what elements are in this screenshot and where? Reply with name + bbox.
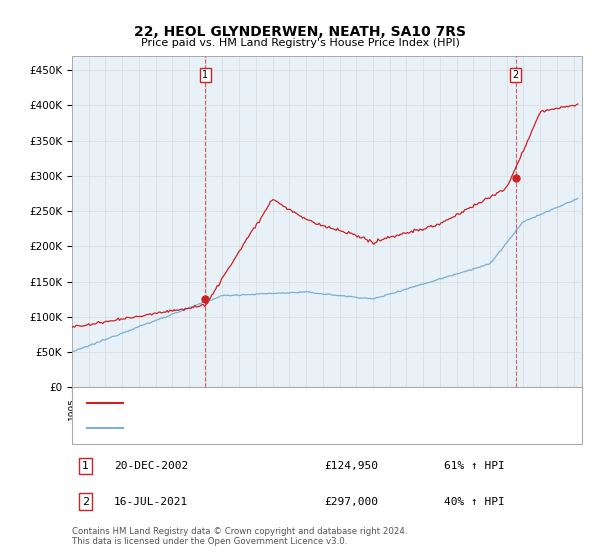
Text: 1: 1 <box>82 461 89 471</box>
Text: £124,950: £124,950 <box>324 461 378 471</box>
Text: £297,000: £297,000 <box>324 497 378 507</box>
Text: HPI: Average price, detached house, Neath Port Talbot: HPI: Average price, detached house, Neat… <box>129 423 412 433</box>
Text: Price paid vs. HM Land Registry's House Price Index (HPI): Price paid vs. HM Land Registry's House … <box>140 38 460 48</box>
Text: 61% ↑ HPI: 61% ↑ HPI <box>444 461 505 471</box>
Text: 2: 2 <box>512 70 519 80</box>
Text: 20-DEC-2002: 20-DEC-2002 <box>114 461 188 471</box>
Text: Contains HM Land Registry data © Crown copyright and database right 2024.
This d: Contains HM Land Registry data © Crown c… <box>72 526 407 546</box>
Text: 2: 2 <box>82 497 89 507</box>
Text: 40% ↑ HPI: 40% ↑ HPI <box>444 497 505 507</box>
Text: 22, HEOL GLYNDERWEN, NEATH, SA10 7RS (detached house): 22, HEOL GLYNDERWEN, NEATH, SA10 7RS (de… <box>129 398 446 408</box>
Text: 16-JUL-2021: 16-JUL-2021 <box>114 497 188 507</box>
Text: 1: 1 <box>202 70 208 80</box>
Text: 22, HEOL GLYNDERWEN, NEATH, SA10 7RS: 22, HEOL GLYNDERWEN, NEATH, SA10 7RS <box>134 25 466 39</box>
